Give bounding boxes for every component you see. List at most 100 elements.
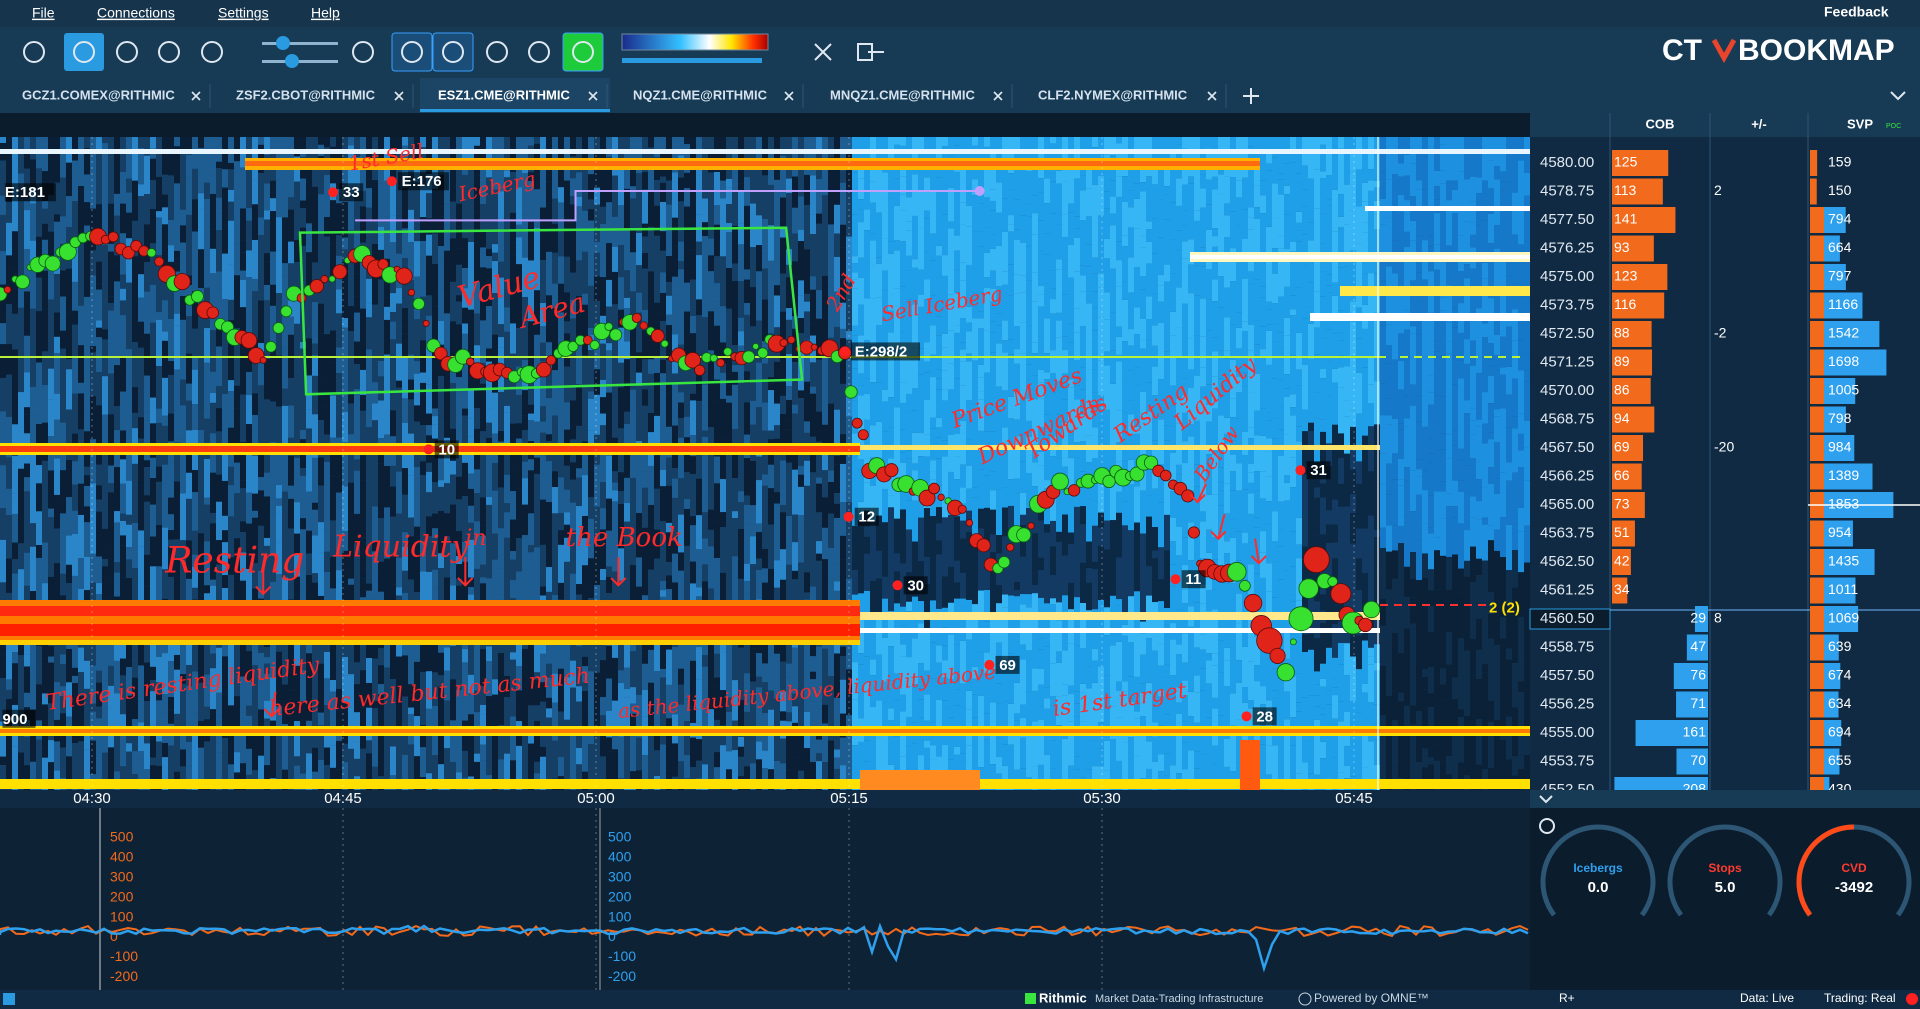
tab-label[interactable]: CLF2.NYMEX@RITHMIC xyxy=(1038,87,1188,102)
tab-close[interactable] xyxy=(784,91,794,101)
heat-cell xyxy=(384,354,390,393)
heat-cell xyxy=(30,631,36,666)
heat-cell xyxy=(102,143,108,188)
heat-cell xyxy=(546,342,552,369)
heat-cell xyxy=(12,542,18,560)
slider-knob[interactable] xyxy=(285,54,299,68)
heat-cell xyxy=(564,537,570,562)
tab[interactable]: ZSF2.CBOT@RITHMIC xyxy=(236,84,414,108)
heat-cell xyxy=(840,765,846,790)
toolbar-button[interactable] xyxy=(391,32,433,72)
tab[interactable]: MNQZ1.CME@RITHMIC xyxy=(830,84,1013,108)
tab[interactable]: ESZ1.CME@RITHMIC xyxy=(420,78,610,113)
icon xyxy=(23,41,45,63)
menu-item[interactable]: Settings xyxy=(218,5,269,21)
heat-cell xyxy=(360,395,366,411)
heat-cell xyxy=(906,255,912,271)
heat-cell xyxy=(528,705,534,735)
tab-label[interactable]: MNQZ1.CME@RITHMIC xyxy=(830,87,975,102)
tab-label[interactable]: ESZ1.CME@RITHMIC xyxy=(438,87,570,102)
heat-cell xyxy=(468,587,474,595)
toolbar-button[interactable] xyxy=(158,41,180,63)
tab[interactable]: NQZ1.CME@RITHMIC xyxy=(633,84,804,108)
menu-item[interactable]: Connections xyxy=(97,5,175,21)
heat-cell xyxy=(378,684,384,695)
toolbar-button[interactable] xyxy=(486,41,508,63)
heat-cell xyxy=(486,348,492,362)
heat-cell xyxy=(588,199,594,210)
heat-cell xyxy=(516,328,522,367)
heat-cell xyxy=(420,475,426,510)
toolbar-button[interactable] xyxy=(528,41,550,63)
toolbar-button[interactable] xyxy=(64,33,104,71)
heat-cell xyxy=(222,394,228,429)
heat-cell xyxy=(1062,214,1068,238)
heat-cell xyxy=(1038,507,1044,521)
heat-cell xyxy=(300,735,306,774)
heat-cell xyxy=(306,428,312,448)
heat-cell xyxy=(822,157,828,196)
heat-cell xyxy=(384,740,390,786)
tab[interactable]: GCZ1.COMEX@RITHMIC xyxy=(22,84,211,108)
heat-cell xyxy=(330,475,336,521)
heat-cell xyxy=(894,178,900,200)
slider-knob[interactable] xyxy=(276,36,290,50)
tab-menu[interactable] xyxy=(1890,91,1906,101)
heat-cell xyxy=(510,559,516,581)
heat-cell xyxy=(1020,434,1026,443)
heat-cell xyxy=(1110,706,1116,740)
heat-cell xyxy=(192,587,198,600)
heat-cell xyxy=(60,513,66,533)
heat-cell xyxy=(582,381,588,402)
heat-cell xyxy=(84,148,90,175)
heat-cell xyxy=(54,273,60,313)
menu-item[interactable]: File xyxy=(32,5,55,21)
heat-cell xyxy=(156,298,162,313)
tab-close[interactable] xyxy=(394,91,404,101)
toolbar-button[interactable] xyxy=(432,32,474,72)
heat-cell xyxy=(1038,427,1044,452)
color-scale[interactable] xyxy=(621,33,769,51)
heat-cell xyxy=(894,205,900,241)
heat-cell xyxy=(414,361,420,374)
heat-cell xyxy=(978,203,984,232)
add-tab[interactable] xyxy=(1243,88,1259,104)
heat-cell xyxy=(420,541,426,572)
tab-label[interactable]: GCZ1.COMEX@RITHMIC xyxy=(22,87,175,102)
menu-item[interactable]: Help xyxy=(311,5,340,21)
toolbar-button[interactable] xyxy=(201,41,223,63)
heat-cell xyxy=(672,245,678,277)
heat-cell xyxy=(642,172,648,190)
close-icon[interactable] xyxy=(814,43,832,61)
heat-cell xyxy=(924,740,930,748)
toolbar-button[interactable] xyxy=(562,32,604,72)
toolbar-button[interactable] xyxy=(116,41,138,63)
heat-cell xyxy=(732,680,738,721)
tab-label[interactable]: NQZ1.CME@RITHMIC xyxy=(633,87,768,102)
heat-cell xyxy=(1074,238,1080,272)
heat-cell xyxy=(384,450,390,467)
tab[interactable]: CLF2.NYMEX@RITHMIC xyxy=(1038,84,1227,108)
toolbar-button[interactable] xyxy=(352,41,374,63)
tab-close[interactable] xyxy=(993,91,1003,101)
heat-cell xyxy=(228,557,234,575)
heat-cell xyxy=(768,488,774,525)
feedback-link[interactable]: Feedback xyxy=(1824,4,1889,20)
heat-cell xyxy=(792,413,798,446)
heat-cell xyxy=(540,653,546,683)
tab-close[interactable] xyxy=(1207,91,1217,101)
heat-cell xyxy=(990,270,996,289)
heat-cell xyxy=(1104,607,1110,636)
tab-label[interactable]: ZSF2.CBOT@RITHMIC xyxy=(236,87,376,102)
heat-cell xyxy=(678,307,684,345)
heat-cell xyxy=(780,661,786,692)
heat-cell xyxy=(486,208,492,249)
toolbar-button[interactable] xyxy=(23,41,45,63)
tab-close[interactable] xyxy=(191,91,201,101)
heat-cell xyxy=(354,633,360,663)
tab-close[interactable] xyxy=(588,91,598,101)
exit-icon[interactable] xyxy=(857,43,884,61)
heat-cell xyxy=(384,297,390,307)
heat-cell xyxy=(708,382,714,428)
